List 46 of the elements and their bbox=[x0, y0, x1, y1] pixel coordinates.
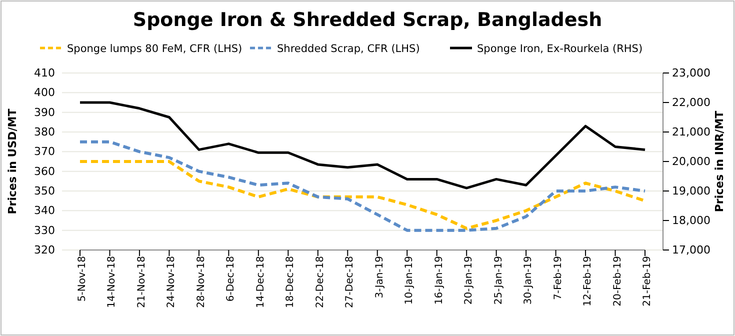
y-tick-label: 400 bbox=[34, 86, 55, 100]
x-tick-label: 10-Jan-19 bbox=[404, 256, 416, 305]
y-tick-label: 360 bbox=[34, 164, 55, 178]
x-tick-label: 22-Dec-18 bbox=[314, 256, 326, 308]
line-series bbox=[78, 101, 646, 190]
y2-tick-label: 20,000 bbox=[672, 155, 710, 168]
x-tick-label: 25-Jan-19 bbox=[493, 256, 504, 305]
chart-title: Sponge Iron & Shredded Scrap, Bangladesh bbox=[132, 9, 602, 31]
y-tick-label: 410 bbox=[34, 66, 55, 80]
x-tick-label: 16-Jan-19 bbox=[434, 256, 445, 305]
y2-tick-label: 19,000 bbox=[672, 184, 710, 198]
x-tick-label: 14-Dec-18 bbox=[255, 256, 266, 308]
x-tick-label: 20-Jan-19 bbox=[464, 256, 475, 305]
x-tick-label: 28-Nov-18 bbox=[196, 256, 207, 308]
x-tick-label: 3-Jan-19 bbox=[374, 256, 386, 298]
x-tick-label: 5-Nov-18 bbox=[77, 256, 88, 302]
y-axis-title: Prices in USD/MT bbox=[6, 108, 19, 214]
line-series bbox=[78, 160, 646, 230]
y-tick-label: 350 bbox=[34, 184, 55, 198]
y-tick-label: 370 bbox=[34, 145, 55, 158]
y2-tick-label: 23,000 bbox=[672, 66, 710, 80]
line-series bbox=[78, 140, 646, 232]
x-tick-label: 21-Feb-19 bbox=[642, 256, 653, 306]
y-tick-label: 320 bbox=[34, 244, 55, 257]
legend-label: Sponge lumps 80 FeM, CFR (LHS) bbox=[67, 43, 242, 55]
x-tick-label: 7-Feb-19 bbox=[552, 256, 564, 300]
x-tick-label: 21-Nov-18 bbox=[136, 256, 148, 308]
x-tick-label: 14-Nov-18 bbox=[106, 256, 118, 308]
y2-tick-label: 18,000 bbox=[672, 214, 710, 228]
x-tick-label: 27-Dec-18 bbox=[344, 256, 356, 308]
y2-tick-label: 21,000 bbox=[672, 126, 710, 139]
x-tick-label: 30-Jan-19 bbox=[523, 256, 534, 305]
x-tick-label: 18-Dec-18 bbox=[285, 256, 296, 308]
y2-tick-label: 17,000 bbox=[672, 244, 710, 257]
y-tick-label: 340 bbox=[34, 204, 55, 218]
y-tick-label: 330 bbox=[34, 224, 55, 237]
x-tick-label: 24-Nov-18 bbox=[166, 256, 178, 308]
y2-axis-title: Prices in INR/MT bbox=[713, 110, 726, 212]
y-tick-label: 390 bbox=[34, 106, 55, 119]
x-tick-label: 12-Feb-19 bbox=[582, 256, 594, 306]
y2-tick-label: 22,000 bbox=[672, 96, 710, 110]
x-tick-label: 6-Dec-18 bbox=[226, 256, 237, 302]
x-tick-label: 20-Feb-19 bbox=[612, 256, 624, 306]
y-tick-label: 380 bbox=[34, 126, 55, 139]
legend-label: Sponge Iron, Ex-Rourkela (RHS) bbox=[477, 43, 643, 55]
legend-label: Shredded Scrap, CFR (LHS) bbox=[277, 43, 420, 55]
